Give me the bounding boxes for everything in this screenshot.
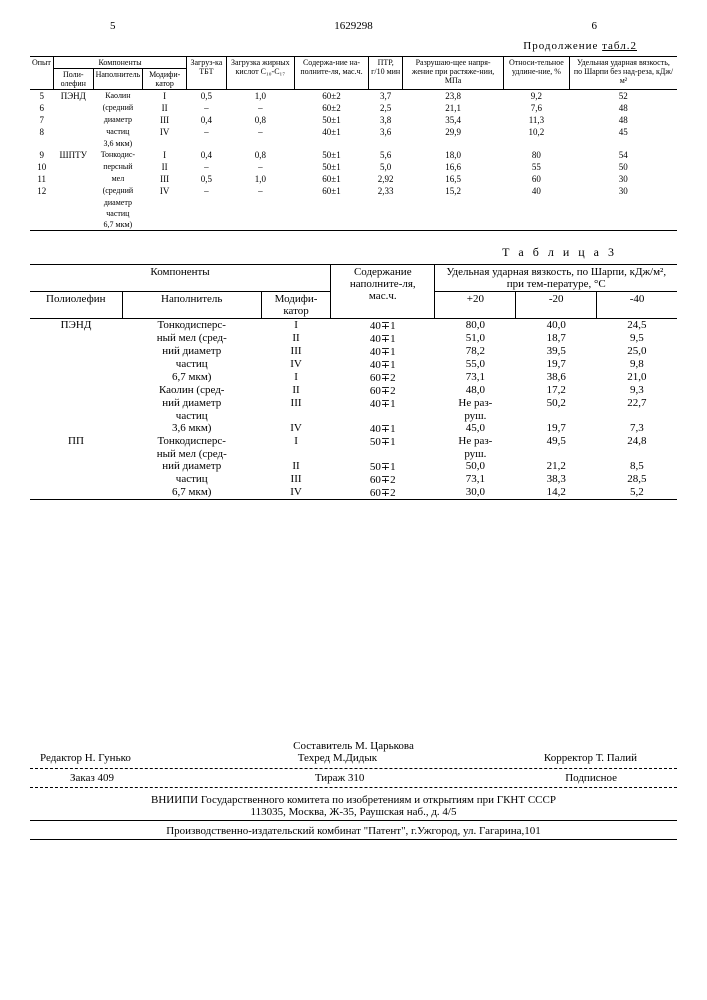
col-tbt: Загруз-ка ТБТ <box>187 57 226 90</box>
t3-t3: -40 <box>597 292 677 319</box>
page-header: 5 1629298 6 <box>30 20 677 32</box>
continuation-label: Продолжение табл.2 <box>30 40 677 52</box>
t3-impact: Удельная ударная вязкость, по Шарпи, кДж… <box>435 265 677 292</box>
col-filler: Наполнитель <box>93 69 143 90</box>
org-block: ВНИИПИ Государственного комитета по изоб… <box>30 792 677 821</box>
col-components: Компоненты <box>53 57 186 69</box>
col-impact: Удельная ударная вязкость, по Шарпи без … <box>569 57 677 90</box>
table-3: Компоненты Содержание наполните-ля, мас.… <box>30 264 677 500</box>
table-row: ППТонкодисперс-I50∓1Не раз-49,524,8 <box>30 435 677 448</box>
table-row: 8частицIV––40±13,629,910,245 <box>30 126 677 138</box>
table-row: ПЭНДТонкодисперс-I40∓180,040,024,5 <box>30 319 677 333</box>
table-row: 6,7 мкм)I60∓273,138,621,0 <box>30 371 677 384</box>
t3-filler: Наполнитель <box>122 292 261 319</box>
footer: Составитель М. Царькова Редактор Н. Гунь… <box>30 740 677 840</box>
compiler: Составитель М. Царькова <box>30 740 677 752</box>
table-row: 6,7 мкм) <box>30 219 677 231</box>
table-row: частицIV40∓155,019,79,8 <box>30 358 677 371</box>
sub: Подписное <box>565 772 617 784</box>
table-row: 6,7 мкм)IV60∓230,014,25,2 <box>30 486 677 500</box>
tirazh: Тираж 310 <box>315 772 365 784</box>
credits-row: Редактор Н. Гунько Техред М.Дидык Коррек… <box>30 752 677 764</box>
table-row: 5ПЭНДКаолинI0,51,060±23,723,89,252 <box>30 90 677 103</box>
t3-poly: Полиолефин <box>30 292 122 319</box>
col-poly: Поли-олефин <box>53 69 93 90</box>
tech: Техред М.Дидык <box>298 752 377 764</box>
order: Заказ 409 <box>70 772 114 784</box>
page-col-right: 6 <box>592 20 598 32</box>
table-3-body: ПЭНДТонкодисперс-I40∓180,040,024,5ный ме… <box>30 319 677 500</box>
col-acids: Загрузка жирных кислот С₁₀-С₁₇ <box>226 57 294 90</box>
table-row: 3,6 мкм) <box>30 138 677 149</box>
table-row: 11мелIII0,51,060±12,9216,56030 <box>30 173 677 185</box>
table-2-body: 5ПЭНДКаолинI0,51,060±23,723,89,2526(сред… <box>30 90 677 231</box>
table-row: частицIII60∓273,138,328,5 <box>30 473 677 486</box>
t3-content: Содержание наполните-ля, мас.ч. <box>331 265 435 319</box>
col-elong: Относи-тельное удлине-ние, % <box>503 57 569 90</box>
table-row: ний диаметрIII40∓178,239,525,0 <box>30 345 677 358</box>
t3-t1: +20 <box>435 292 516 319</box>
corrector: Корректор Т. Палий <box>544 752 637 764</box>
t3-components: Компоненты <box>30 265 331 292</box>
table-row: ний диаметрIII40∓1Не раз-50,222,7 <box>30 397 677 410</box>
table-2-head: Опыт Компоненты Загруз-ка ТБТ Загрузка ж… <box>30 57 677 90</box>
table-row: 10персныйII––50±15,016,65550 <box>30 161 677 173</box>
table-row: 9ШПТУТонкодис-I0,40,850±15,618,08054 <box>30 149 677 161</box>
table-row: Каолин (сред-II60∓248,017,29,3 <box>30 384 677 397</box>
t3-mod: Модифи-катор <box>261 292 330 319</box>
table-2: Опыт Компоненты Загруз-ка ТБТ Загрузка ж… <box>30 56 677 231</box>
t3-t2: -20 <box>516 292 597 319</box>
org-line2: 113035, Москва, Ж-35, Раушская наб., д. … <box>30 806 677 818</box>
doc-number: 1629298 <box>334 20 373 32</box>
table-3-label: Т а б л и ц а 3 <box>30 245 677 260</box>
prod-line: Производственно-издательский комбинат "П… <box>30 821 677 840</box>
editor: Редактор Н. Гунько <box>40 752 131 764</box>
table-row: частиц <box>30 208 677 219</box>
col-opyt: Опыт <box>30 57 53 90</box>
table-row: диаметр <box>30 197 677 208</box>
table-row: ний диаметрII50∓150,021,28,5 <box>30 460 677 473</box>
col-mod: Модифи-катор <box>143 69 187 90</box>
page-col-left: 5 <box>110 20 116 32</box>
col-content: Содержа-ние на-полните-ля, мас.ч. <box>294 57 368 90</box>
table-row: частицруш. <box>30 410 677 422</box>
col-ptr: ПТР, г/10 мин <box>369 57 403 90</box>
col-stress: Разрушаю-щее напря-жение при растяже-нии… <box>403 57 504 90</box>
table-row: ный мел (сред-II40∓151,018,79,5 <box>30 332 677 345</box>
table-row: ный мел (сред-руш. <box>30 448 677 460</box>
org-line1: ВНИИПИ Государственного комитета по изоб… <box>30 794 677 806</box>
table-row: 6(среднийII––60±22,521,17,648 <box>30 102 677 114</box>
table-row: 12(среднийIV––60±12,3315,24030 <box>30 185 677 197</box>
table-row: 3,6 мкм)IV40∓145,019,77,3 <box>30 422 677 435</box>
table-3-head: Компоненты Содержание наполните-ля, мас.… <box>30 265 677 319</box>
table-row: 7диаметрIII0,40,850±13,835,411,348 <box>30 114 677 126</box>
order-row: Заказ 409 Тираж 310 Подписное <box>30 768 677 788</box>
